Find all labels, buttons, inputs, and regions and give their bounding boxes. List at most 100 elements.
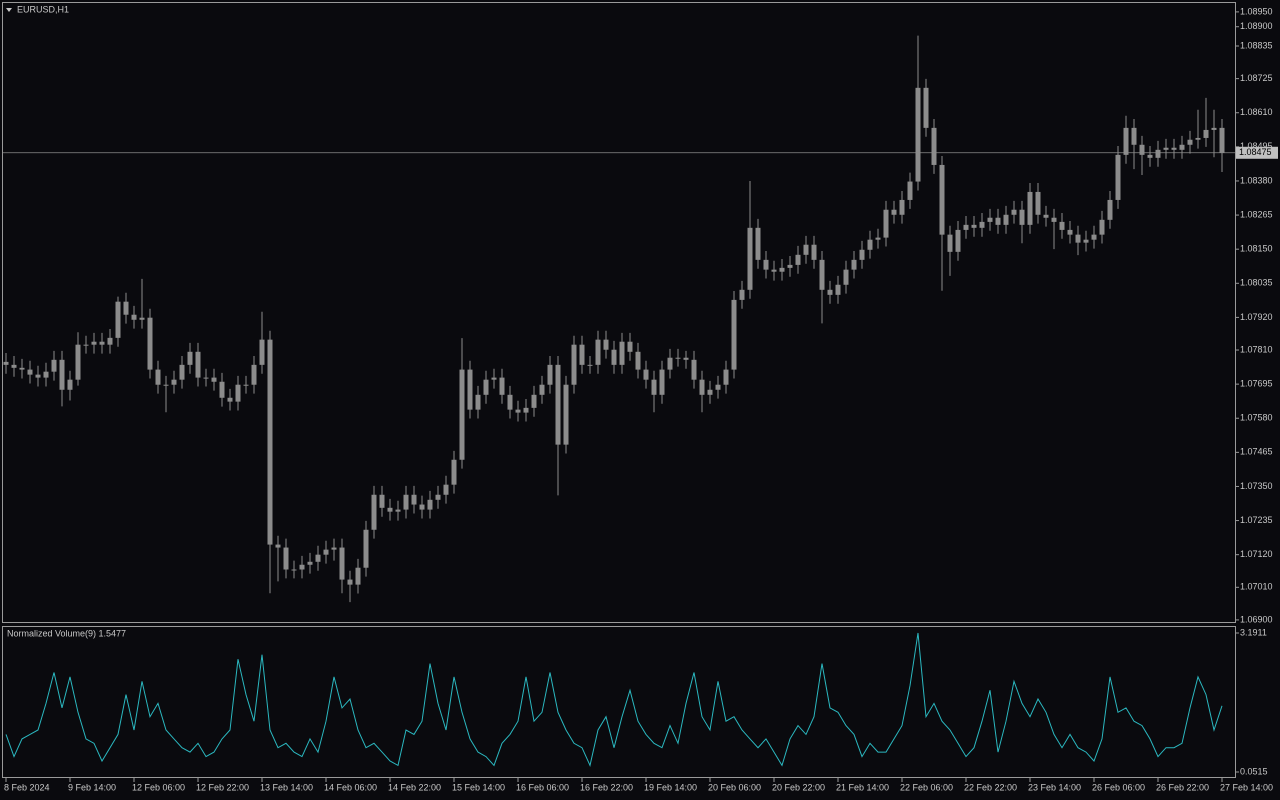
candle-body: [523, 407, 529, 413]
candle-body: [1083, 239, 1089, 243]
candle-body: [411, 494, 417, 505]
candle-body: [43, 371, 49, 378]
y-tick-label: 3.1911: [1240, 627, 1267, 637]
candle-body: [251, 364, 257, 385]
y-tick-label: 1.08900: [1240, 21, 1273, 31]
candle-body: [1195, 137, 1201, 140]
candle-body: [499, 377, 505, 395]
candle-body: [1075, 234, 1081, 243]
candle-body: [787, 264, 793, 268]
y-tick-label: 1.07120: [1240, 549, 1273, 559]
candle-body: [955, 229, 961, 252]
candle-body: [803, 244, 809, 255]
candle-body: [435, 494, 441, 500]
candle-body: [379, 494, 385, 508]
candle-body: [1035, 191, 1041, 215]
candle-body: [963, 224, 969, 230]
candle-body: [51, 359, 57, 372]
candle-body: [827, 289, 833, 295]
candle-body: [115, 301, 121, 338]
x-tick-label: 12 Feb 06:00: [132, 782, 185, 792]
symbol-menu-arrow[interactable]: [6, 8, 12, 12]
candle-body: [195, 351, 201, 378]
y-tick-label: 1.08610: [1240, 107, 1273, 117]
candle-body: [819, 259, 825, 290]
candle-body: [83, 344, 89, 346]
x-tick-label: 21 Feb 14:00: [836, 782, 889, 792]
candle-body: [931, 127, 937, 165]
candle-body: [595, 339, 601, 365]
x-tick-label: 26 Feb 22:00: [1156, 782, 1209, 792]
x-tick-label: 14 Feb 22:00: [388, 782, 441, 792]
candle-body: [291, 569, 297, 571]
candle-body: [139, 317, 145, 320]
candle-body: [843, 269, 849, 285]
candle-body: [531, 394, 537, 408]
candle-body: [627, 341, 633, 352]
x-tick-label: 13 Feb 14:00: [260, 782, 313, 792]
x-tick-label: 26 Feb 06:00: [1092, 782, 1145, 792]
candle-body: [1107, 199, 1113, 220]
candle-body: [875, 237, 881, 240]
candle-body: [259, 339, 265, 365]
candle-body: [539, 384, 545, 395]
candle-body: [491, 377, 497, 380]
candle-body: [683, 357, 689, 360]
y-tick-label: 1.08265: [1240, 209, 1273, 219]
candle-body: [1155, 149, 1161, 158]
x-tick-label: 16 Feb 06:00: [516, 782, 569, 792]
candle-body: [59, 359, 65, 390]
y-tick-label: 1.07920: [1240, 312, 1273, 322]
candle-body: [995, 217, 1001, 225]
x-tick-label: 16 Feb 22:00: [580, 782, 633, 792]
candle-body: [603, 339, 609, 350]
candle-body: [99, 341, 105, 345]
candle-body: [395, 509, 401, 512]
candle-body: [811, 244, 817, 260]
candle-body: [1123, 127, 1129, 155]
candle-body: [1131, 127, 1137, 145]
candle-body: [171, 379, 177, 385]
y-tick-label: 1.07010: [1240, 582, 1273, 592]
candle-body: [107, 337, 113, 345]
candle-body: [483, 379, 489, 395]
x-tick-label: 9 Feb 14:00: [68, 782, 116, 792]
y-tick-label: 1.07695: [1240, 379, 1273, 389]
x-tick-label: 12 Feb 22:00: [196, 782, 249, 792]
candle-body: [1003, 214, 1009, 225]
candle-body: [1011, 209, 1017, 215]
x-tick-label: 22 Feb 06:00: [900, 782, 953, 792]
candle-body: [243, 384, 249, 386]
candle-body: [307, 561, 313, 565]
x-tick-label: 14 Feb 06:00: [324, 782, 377, 792]
candle-body: [587, 364, 593, 366]
candle-body: [691, 359, 697, 380]
candle-body: [795, 254, 801, 265]
candle-body: [835, 284, 841, 295]
volume-line: [5, 632, 1223, 767]
candle-body: [1203, 129, 1209, 138]
x-tick-label: 19 Feb 14:00: [644, 782, 697, 792]
candle-body: [363, 529, 369, 568]
candle-body: [611, 349, 617, 365]
candle-body: [859, 249, 865, 260]
candle-body: [619, 341, 625, 365]
candle-body: [699, 379, 705, 395]
candle-body: [451, 459, 457, 485]
candle-body: [403, 494, 409, 510]
candle-body: [915, 87, 921, 182]
candle-body: [427, 499, 433, 510]
y-tick-label: 1.08150: [1240, 244, 1273, 254]
candle-body: [923, 87, 929, 128]
candle-body: [1043, 214, 1049, 218]
candle-body: [387, 507, 393, 512]
candle-body: [155, 369, 161, 385]
candle-body: [475, 394, 481, 410]
candle-body: [779, 267, 785, 272]
candle-body: [163, 384, 169, 386]
candle-body: [227, 397, 233, 402]
y-tick-label: 1.08035: [1240, 278, 1273, 288]
candle-body: [731, 299, 737, 370]
candle-body: [219, 381, 225, 398]
